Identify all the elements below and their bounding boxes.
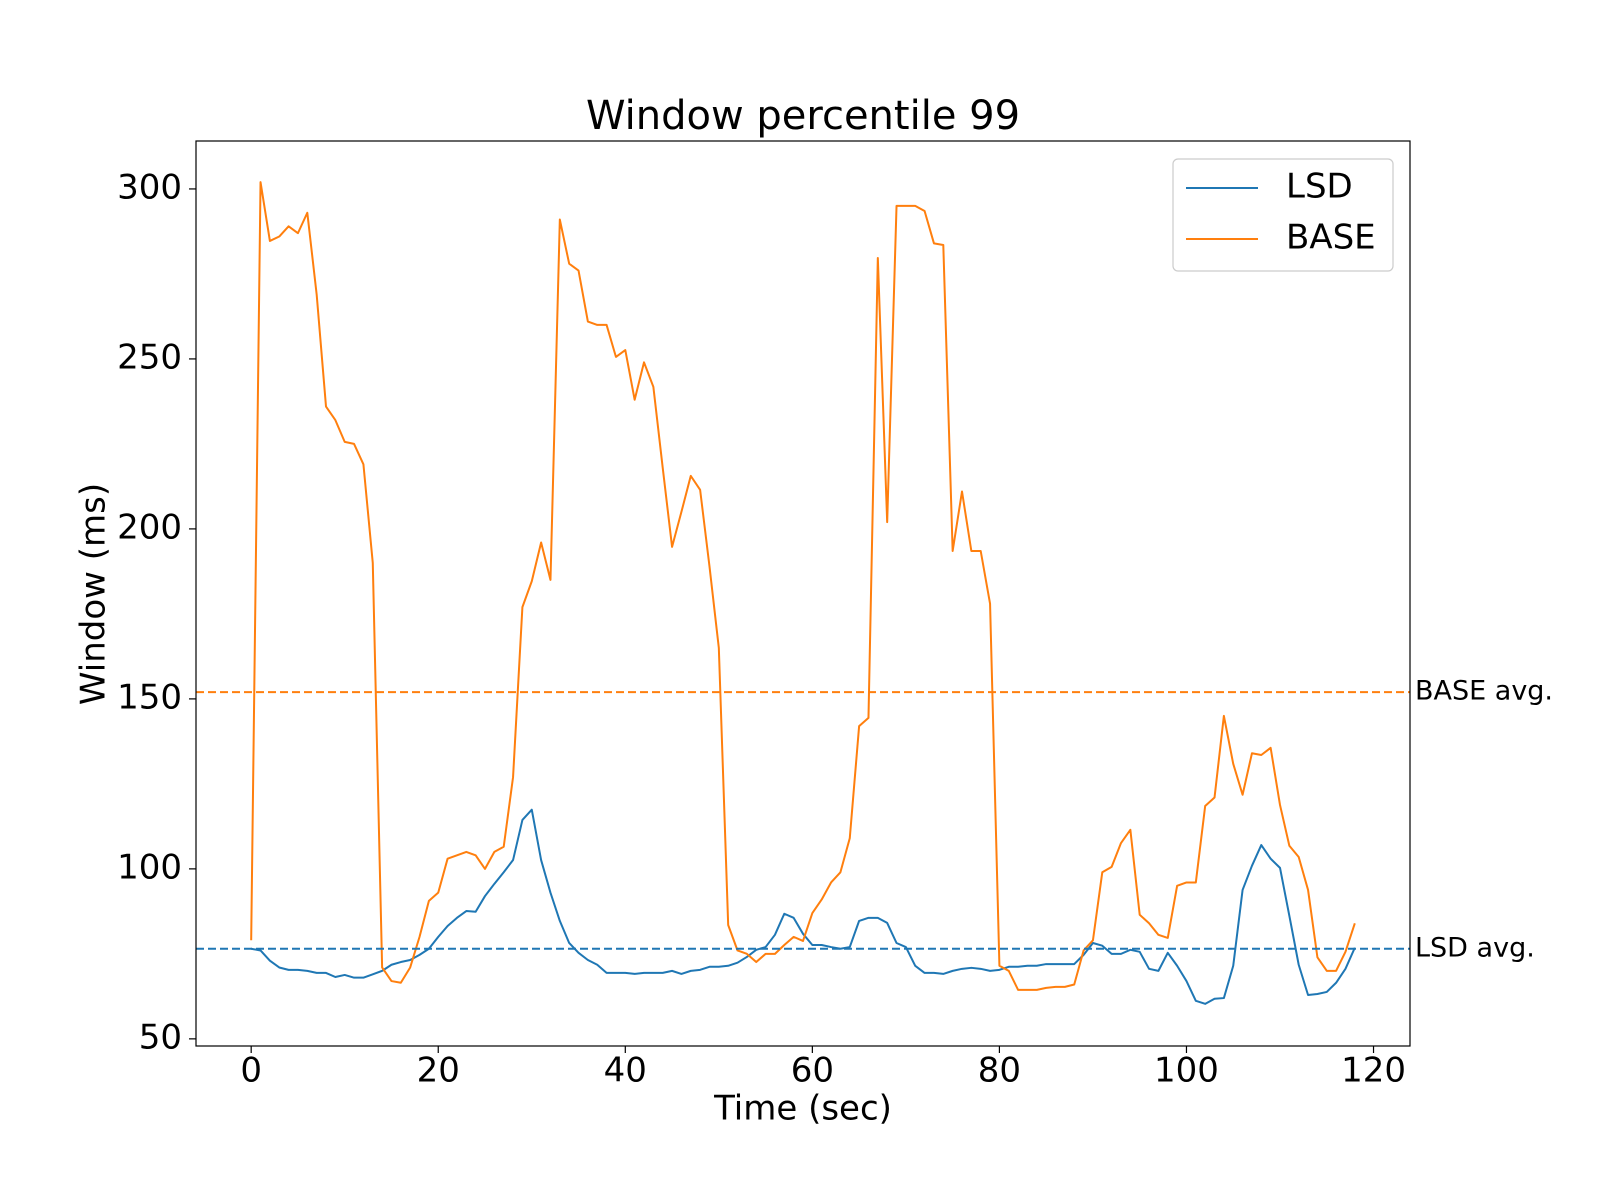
x-axis-label: Time (sec) <box>713 1089 892 1129</box>
series-line <box>251 808 1356 1005</box>
legend-label: BASE <box>1286 218 1376 258</box>
chart-title: Window percentile 99 <box>586 93 1020 139</box>
y-tick-label: 150 <box>117 677 182 717</box>
y-tick-label: 200 <box>117 507 182 547</box>
series-line <box>250 181 1356 991</box>
y-tick-label: 300 <box>117 167 182 207</box>
x-tick-label: 40 <box>604 1051 647 1091</box>
x-tick-label: 20 <box>417 1051 460 1091</box>
y-axis-label: Window (ms) <box>74 483 114 705</box>
reference-label: LSD avg. <box>1415 932 1535 963</box>
x-tick-label: 0 <box>240 1051 262 1091</box>
x-tick-label: 80 <box>978 1051 1021 1091</box>
y-tick-label: 50 <box>139 1017 182 1057</box>
y-tick-label: 100 <box>117 847 182 887</box>
x-tick-label: 60 <box>791 1051 834 1091</box>
y-tick-label: 250 <box>117 337 182 377</box>
x-tick-label: 120 <box>1341 1051 1406 1091</box>
legend-label: LSD <box>1286 167 1353 207</box>
x-tick-label: 100 <box>1154 1051 1219 1091</box>
reference-label: BASE avg. <box>1415 676 1553 707</box>
plot-frame <box>195 140 1411 1047</box>
